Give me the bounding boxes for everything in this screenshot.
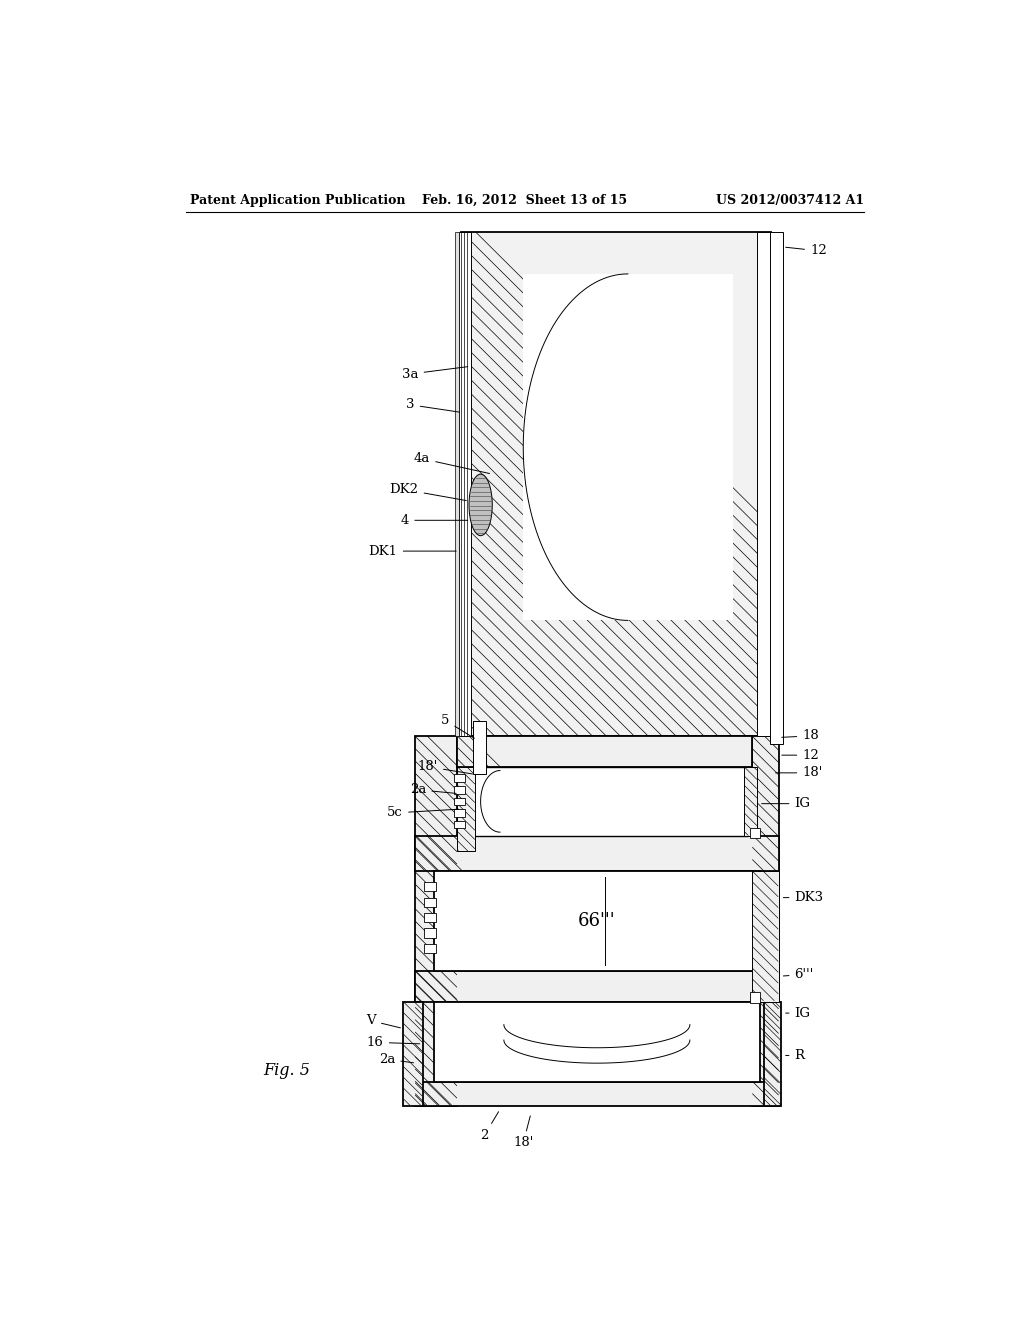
Bar bbox=[744, 767, 758, 836]
Text: DK3: DK3 bbox=[783, 891, 823, 904]
Bar bbox=[458, 767, 475, 851]
Text: DK1: DK1 bbox=[369, 545, 456, 557]
Bar bbox=[473, 721, 486, 775]
Text: 18': 18' bbox=[418, 760, 472, 774]
Bar bbox=[454, 821, 465, 829]
Bar bbox=[415, 737, 458, 1105]
Text: V: V bbox=[367, 1014, 400, 1028]
Bar bbox=[752, 871, 779, 1002]
Bar bbox=[415, 836, 779, 871]
Text: US 2012/0037412 A1: US 2012/0037412 A1 bbox=[716, 194, 864, 207]
Bar bbox=[424, 928, 435, 937]
Text: 18: 18 bbox=[781, 730, 819, 742]
Bar bbox=[455, 231, 459, 737]
Text: 12: 12 bbox=[785, 244, 826, 257]
Text: 4: 4 bbox=[401, 513, 468, 527]
Text: 2a: 2a bbox=[410, 783, 456, 796]
Bar bbox=[434, 871, 760, 970]
Text: 6''': 6''' bbox=[783, 968, 814, 981]
Bar bbox=[415, 970, 779, 1002]
Bar bbox=[764, 1002, 781, 1105]
Bar bbox=[459, 231, 471, 737]
Bar bbox=[758, 231, 771, 737]
Bar bbox=[458, 737, 752, 767]
Bar bbox=[461, 231, 771, 737]
Bar bbox=[750, 829, 760, 837]
Bar bbox=[454, 775, 465, 781]
Text: 4a: 4a bbox=[414, 453, 489, 474]
Text: 18': 18' bbox=[775, 767, 822, 779]
Text: 3a: 3a bbox=[402, 367, 468, 380]
Text: 16: 16 bbox=[367, 1036, 420, 1049]
Ellipse shape bbox=[469, 474, 493, 536]
Bar bbox=[473, 767, 748, 836]
Text: 2a: 2a bbox=[379, 1053, 414, 1065]
Bar bbox=[770, 231, 783, 743]
Text: IG: IG bbox=[762, 797, 811, 810]
Text: 18': 18' bbox=[513, 1115, 534, 1150]
Bar bbox=[750, 993, 760, 1003]
Text: 3: 3 bbox=[407, 399, 460, 412]
Text: 12: 12 bbox=[781, 748, 819, 762]
Bar bbox=[454, 797, 465, 805]
Text: 5c: 5c bbox=[387, 807, 459, 820]
Bar bbox=[403, 1002, 423, 1105]
Text: Feb. 16, 2012  Sheet 13 of 15: Feb. 16, 2012 Sheet 13 of 15 bbox=[422, 194, 628, 207]
Bar bbox=[454, 785, 465, 793]
Text: R: R bbox=[785, 1049, 805, 1063]
Bar bbox=[424, 944, 435, 953]
Text: Fig. 5: Fig. 5 bbox=[263, 1063, 310, 1080]
Text: 2: 2 bbox=[480, 1111, 499, 1142]
Bar bbox=[752, 737, 779, 1105]
Bar bbox=[434, 1002, 760, 1082]
Text: IG: IG bbox=[785, 1007, 811, 1019]
Bar bbox=[454, 809, 465, 817]
Text: 5: 5 bbox=[441, 714, 474, 738]
Text: DK2: DK2 bbox=[389, 483, 466, 500]
Text: Patent Application Publication: Patent Application Publication bbox=[190, 194, 406, 207]
Bar bbox=[415, 1082, 779, 1105]
Text: 66''': 66''' bbox=[579, 912, 615, 929]
Bar bbox=[424, 898, 435, 907]
Bar bbox=[523, 275, 732, 620]
Bar bbox=[424, 913, 435, 923]
Bar bbox=[424, 882, 435, 891]
